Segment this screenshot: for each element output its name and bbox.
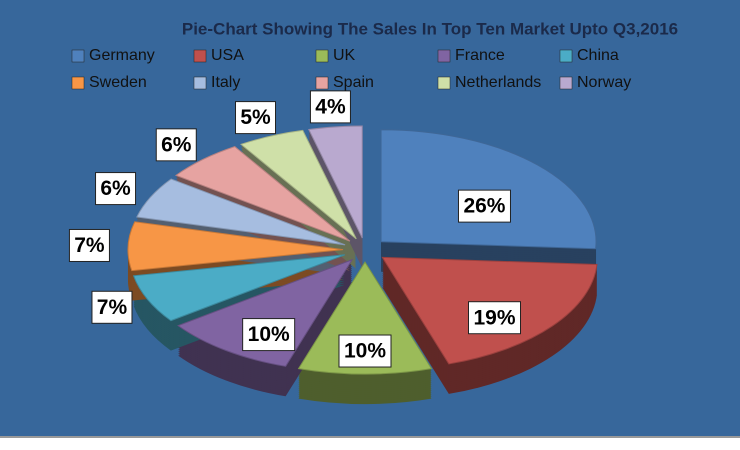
value-label-box [91,290,133,324]
value-label: 26% [463,195,505,218]
slice [177,258,354,367]
legend-label: Netherlands [455,74,541,91]
slice [380,129,597,250]
legend-swatch [315,76,329,90]
legend-swatch [71,49,85,63]
value-label: 7% [74,234,105,257]
legend-swatch [71,76,85,90]
value-label: 10% [344,340,386,363]
value-label-box [68,228,110,262]
legend-swatch [437,76,451,90]
value-label-box [155,128,197,162]
legend-label: Norway [577,74,631,91]
slice [308,125,363,239]
slice [174,146,351,242]
value-label: 19% [473,306,515,329]
value-label: 7% [97,296,128,319]
value-label: 6% [161,133,192,156]
legend-swatch [559,49,573,63]
legend-swatch [559,76,573,90]
slice [127,221,344,272]
value-label: 6% [100,177,131,200]
legend-swatch [193,49,207,63]
value-label-box [457,189,511,223]
value-label-box [235,101,277,135]
slice [136,178,346,246]
value-label-box [468,301,522,335]
legend-swatch [315,49,329,63]
legend-label: USA [211,47,244,64]
value-label-box [338,334,392,368]
slice [240,129,357,240]
value-label: 5% [240,106,271,129]
legend-label: Sweden [89,74,147,91]
legend-label: Spain [333,74,374,91]
legend-label: France [455,47,505,64]
value-label-box [242,318,296,352]
legend-swatch [193,76,207,90]
value-label-box [95,172,137,206]
slice [132,254,345,322]
legend-label: Italy [211,74,240,91]
value-label-box [309,90,351,124]
chart-title: Pie-Chart Showing The Sales In Top Ten M… [182,19,678,38]
legend-label: UK [333,47,356,64]
value-label: 10% [248,323,290,346]
legend-label: China [577,47,619,64]
legend-label: Germany [89,47,155,64]
legend-swatch [437,49,451,63]
slice [297,261,433,375]
value-label: 4% [315,95,346,118]
